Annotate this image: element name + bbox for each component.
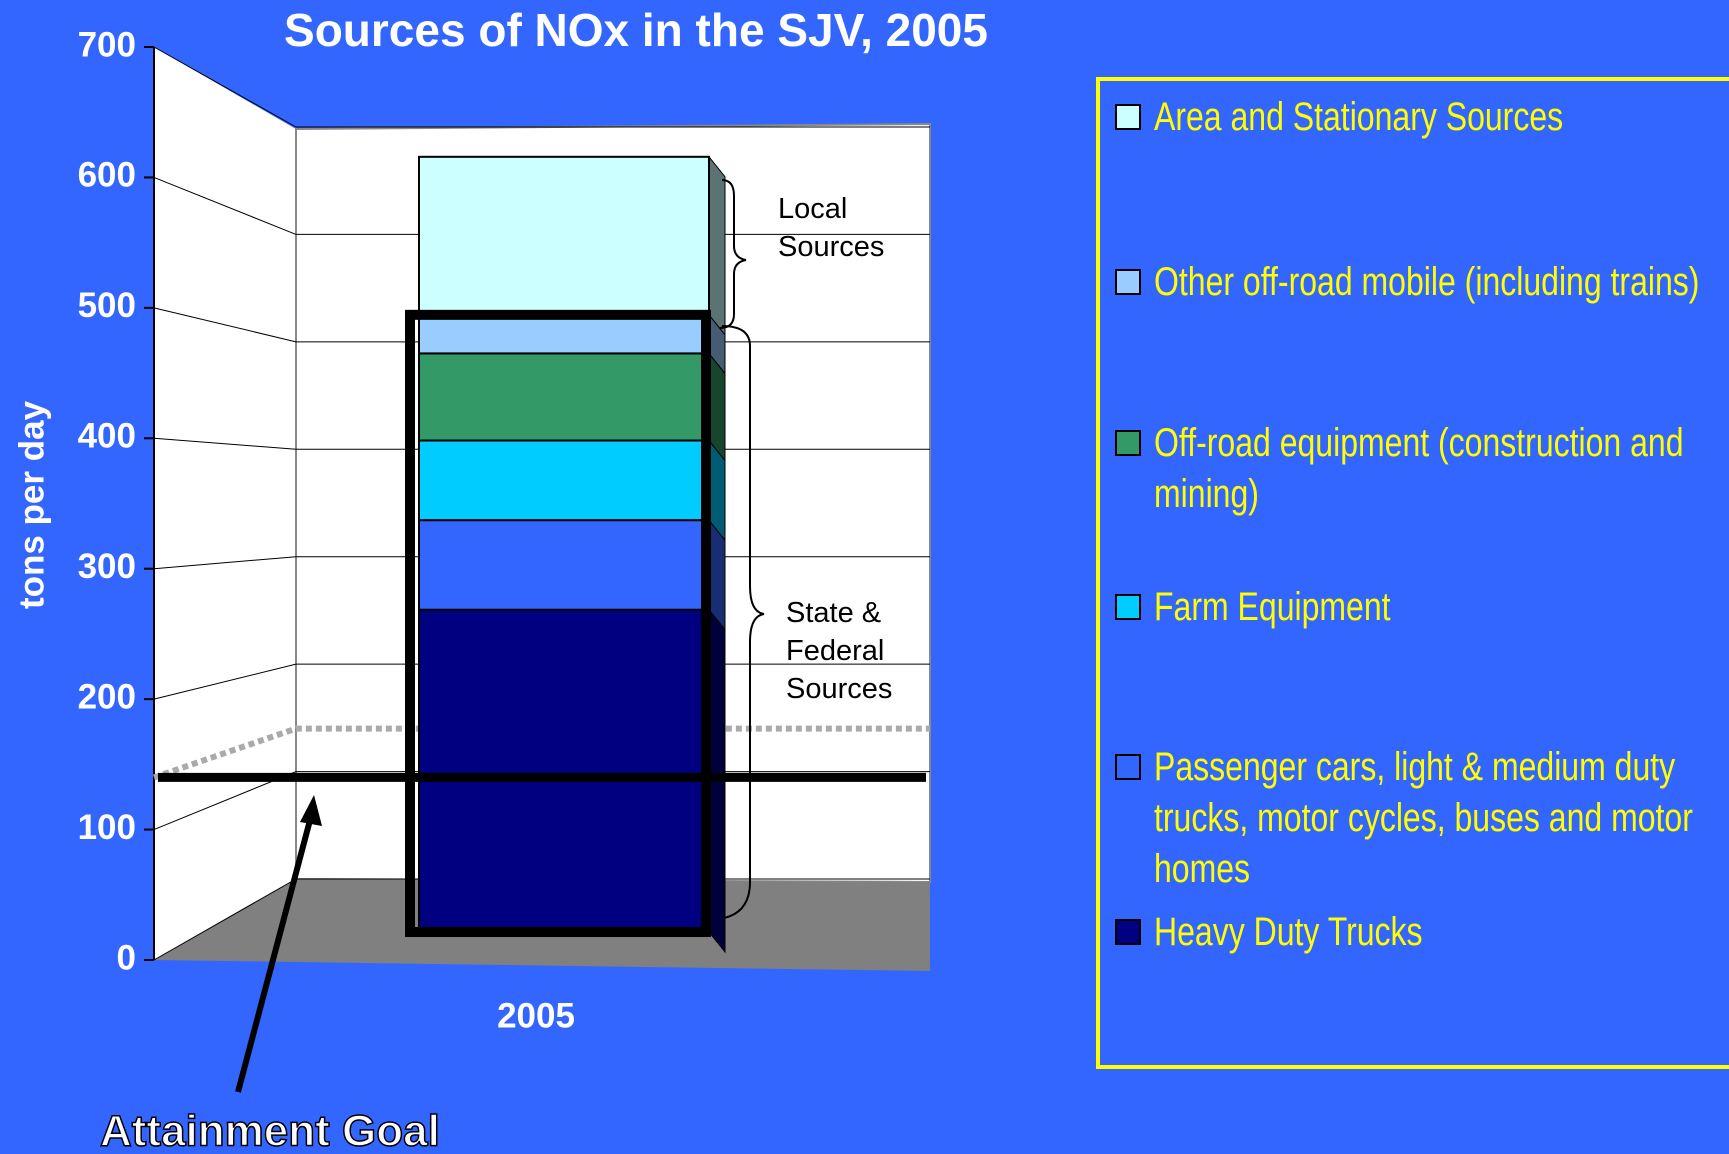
grid-line [153,556,297,570]
legend-box [1096,77,1729,1069]
legend-label: Area and Stationary Sources [1154,95,1564,139]
bar-segment [418,313,710,355]
annotation: Local Sources [778,193,885,263]
side-wall [154,47,296,960]
grid-line [153,437,297,450]
legend-label: Passenger cars, light & medium duty truc… [1154,745,1693,891]
y-tick-label: 200 [78,677,136,716]
y-tick-label: 100 [78,808,136,847]
y-tick-label: 500 [78,286,136,325]
bar-segment [418,155,710,316]
y-axis-label: tons per day [12,400,51,609]
bar-side [708,155,726,337]
brace [721,325,765,919]
chart-title: Sources of NOx in the SJV, 2005 [284,4,988,56]
y-tick-label: 300 [78,547,136,586]
legend-label: Heavy Duty Trucks [1154,910,1423,954]
annotation: Attainment Goal [100,1107,440,1154]
arrow [235,804,317,1093]
legend-label: Off-road equipment (construction and min… [1154,421,1684,516]
annotation: State & Federal Sources [786,597,893,705]
y-tick-label: 400 [78,417,136,456]
grid-line [153,307,297,343]
legend-swatch [1115,269,1141,295]
bar-segment [418,439,710,522]
group-outline [405,309,711,937]
bar-segment [418,608,710,933]
arrow-head [300,795,322,826]
legend-swatch [1115,919,1141,945]
y-tick-label: 600 [78,156,136,195]
grid-line [153,176,297,235]
bar-segment [418,519,710,611]
legend-swatch [1115,104,1141,130]
legend-label: Other off-road mobile (including trains) [1154,260,1700,304]
y-tick-label: 0 [117,938,136,977]
y-tick-label: 700 [78,25,136,64]
grid-line [153,663,297,700]
bar-segment [418,352,710,442]
legend-swatch [1115,430,1141,456]
brace [719,179,747,329]
legend-label: Farm Equipment [1154,585,1391,629]
legend-swatch [1115,594,1141,620]
grid-line [153,878,297,961]
x-tick-label: 2005 [497,996,575,1035]
grid-line [153,46,297,128]
legend-swatch [1115,754,1141,780]
